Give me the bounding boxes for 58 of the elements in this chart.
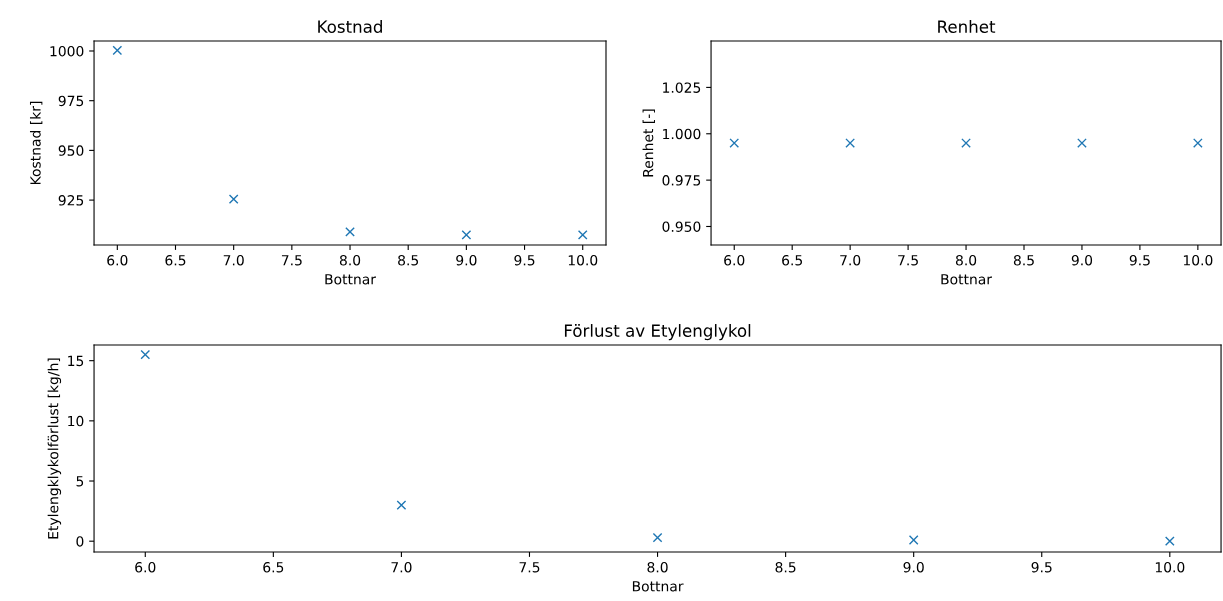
x-tick-label: 8.0 [339,255,361,266]
point [228,194,239,204]
y-tick-label: 925 [58,195,84,206]
x-tick-label: 9.5 [1031,561,1052,573]
chart-title: Förlust av Etylenglykol [564,324,751,341]
x-tick-label: 10.0 [1155,561,1185,573]
y-tick-label: 1.000 [663,128,701,140]
point [652,532,663,543]
y-axis-title: Kostnad [kr] [29,101,43,185]
x-tick-label: 7.0 [840,255,861,266]
x-tick-label: 7.0 [223,255,244,266]
point [345,227,355,237]
x-tick-label: 9.5 [1129,255,1150,266]
x-tick-label: 6.5 [165,255,186,266]
y-tick-label: 15 [68,355,84,367]
x-tick-label: 8.5 [398,255,419,266]
point [577,230,588,240]
chart-title: Kostnad [318,20,382,33]
x-tick-label: 8.0 [647,561,668,573]
y-tick-label: 0 [76,536,84,547]
point [112,45,123,56]
y-tick-label: 0.975 [662,175,701,186]
x-tick-label: 6.0 [724,255,745,266]
y-axis-title: Renhet [-] [642,109,655,177]
point [908,535,919,545]
point [140,349,151,360]
x-tick-label: 8.0 [955,255,977,266]
point [461,230,472,240]
x-tick-label: 6.0 [107,255,128,266]
x-tick-label: 10.0 [1183,255,1213,266]
x-axis-title: Bottnar [325,274,376,285]
x-tick-label: 9.0 [903,561,924,573]
x-tick-label: 7.5 [898,255,918,266]
x-tick-label: 7.5 [519,562,540,573]
y-tick-label: 0.950 [662,221,701,232]
x-axis-title: Bottnar [941,274,993,285]
x-tick-label: 6.5 [263,561,284,573]
y-tick-label: 10 [68,415,84,427]
x-tick-label: 9.0 [1071,255,1093,266]
y-tick-label: 1.025 [663,82,701,93]
chart-title: Renhet [938,20,996,33]
point [1164,536,1175,547]
x-tick-label: 9.0 [456,255,477,266]
y-tick-label: 5 [76,476,84,487]
y-tick-label: 950 [58,145,84,156]
x-tick-label: 6.5 [782,255,803,266]
x-tick-label: 10.0 [568,255,598,266]
x-tick-label: 7.0 [391,561,412,573]
y-axis-title: Etylengklykolförlust [kg/h] [47,358,62,539]
x-axis-title: Bottnar [632,581,684,592]
x-tick-label: 9.5 [514,255,535,266]
x-tick-label: 8.5 [775,561,796,573]
x-tick-label: 7.5 [281,255,302,266]
x-tick-label: 6.0 [135,561,156,573]
x-tick-label: 8.5 [1013,255,1034,266]
point [396,500,407,510]
y-tick-label: 975 [58,95,84,107]
y-tick-label: 1000 [50,45,84,57]
